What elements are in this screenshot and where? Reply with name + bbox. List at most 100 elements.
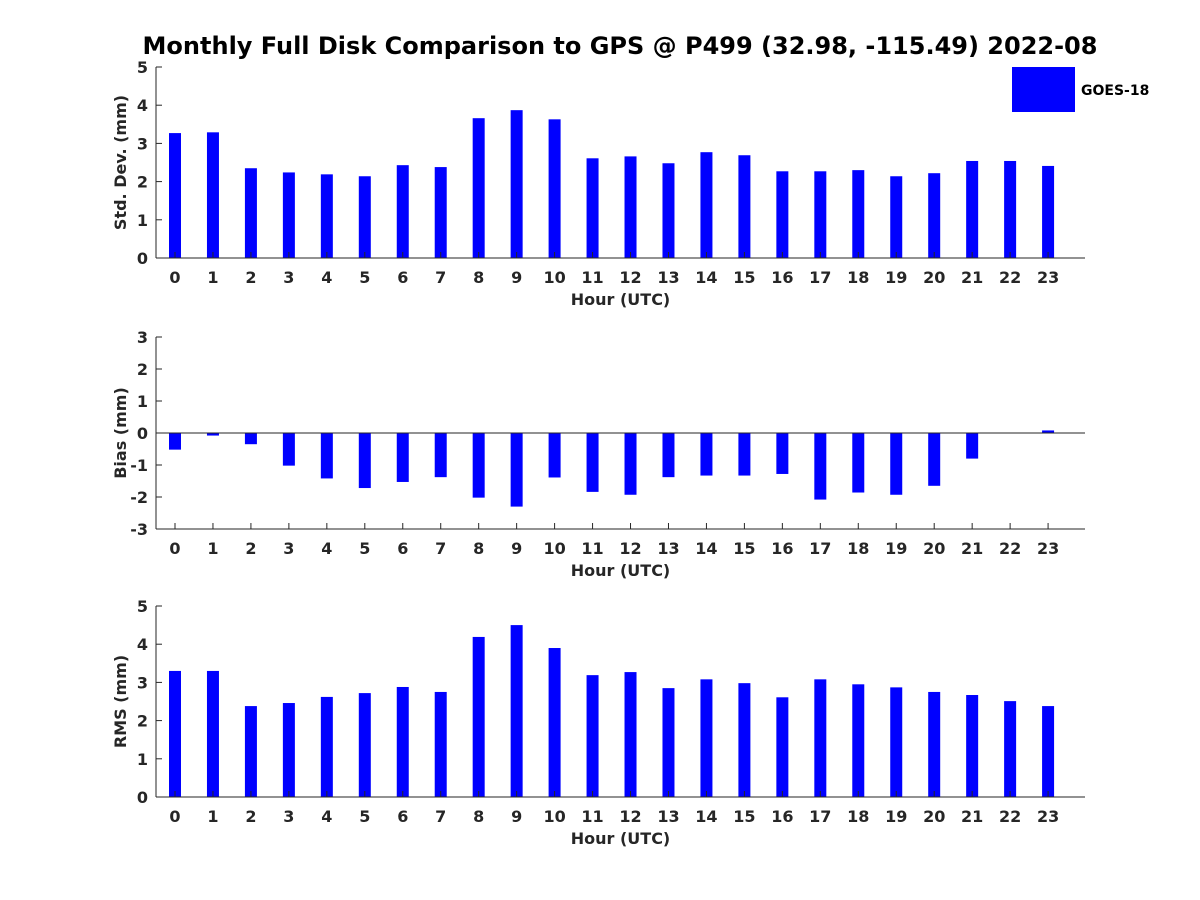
x-tick-label: 23: [1037, 268, 1059, 287]
rms-bar-1: [206, 670, 219, 797]
rms-bar-19: [890, 687, 903, 797]
std-bar-3: [282, 172, 295, 258]
x-tick-label: 19: [885, 539, 907, 558]
x-tick-label: 1: [207, 268, 218, 287]
x-tick-label: 10: [543, 268, 565, 287]
y-tick-label: 4: [137, 96, 148, 115]
bias-bar-21: [966, 433, 979, 459]
y-tick-label: 3: [137, 134, 148, 153]
rms-bar-22: [1004, 701, 1017, 797]
x-tick-label: 23: [1037, 539, 1059, 558]
x-tick-label: 9: [511, 539, 522, 558]
y-tick-label: 0: [137, 249, 148, 268]
y-tick-label: -1: [130, 456, 148, 475]
x-tick-label: 19: [885, 807, 907, 826]
bias-bar-1: [206, 433, 219, 436]
std-bar-23: [1042, 165, 1055, 258]
y-tick-label: 1: [137, 750, 148, 769]
std-bar-15: [738, 155, 751, 258]
x-tick-label: 2: [245, 268, 256, 287]
x-tick-label: 2: [245, 807, 256, 826]
x-tick-label: 15: [733, 807, 755, 826]
x-tick-label: 22: [999, 539, 1021, 558]
std-bar-7: [434, 167, 447, 258]
rms-bar-18: [852, 684, 865, 797]
x-tick-label: 8: [473, 268, 484, 287]
std-bar-17: [814, 171, 827, 258]
x-tick-label: 3: [283, 539, 294, 558]
rms-bar-10: [548, 648, 561, 797]
bias-bar-5: [358, 433, 371, 489]
x-tick-label: 14: [695, 268, 717, 287]
rms-bar-4: [320, 696, 333, 797]
legend-label: GOES-18: [1081, 83, 1149, 99]
rms-bar-8: [472, 636, 485, 797]
x-tick-label: 3: [283, 268, 294, 287]
x-tick-label: 21: [961, 268, 983, 287]
y-tick-label: 2: [137, 173, 148, 192]
y-tick-label: 3: [137, 673, 148, 692]
rms-bar-9: [510, 625, 523, 797]
rms-bar-12: [624, 672, 637, 797]
rms-bar-16: [776, 697, 789, 797]
bias-bar-12: [624, 433, 637, 495]
x-tick-label: 11: [581, 539, 603, 558]
x-tick-label: 4: [321, 807, 332, 826]
bias-bar-8: [472, 433, 485, 498]
bias-bar-9: [510, 433, 523, 507]
x-tick-label: 18: [847, 539, 869, 558]
std-bar-0: [169, 133, 181, 258]
rms-bar-11: [586, 675, 599, 797]
bias-bar-4: [320, 433, 333, 479]
x-tick-label: 12: [619, 807, 641, 826]
bias-bar-2: [244, 433, 257, 445]
y-tick-label: 0: [137, 788, 148, 807]
x-tick-label: 7: [435, 539, 446, 558]
x-tick-label: 3: [283, 807, 294, 826]
x-axis-label: Hour (UTC): [571, 290, 671, 309]
x-tick-label: 20: [923, 807, 945, 826]
bias-bar-7: [434, 433, 447, 478]
std-bar-18: [852, 170, 865, 258]
x-tick-label: 2: [245, 539, 256, 558]
bias-bar-16: [776, 433, 789, 474]
std-bar-22: [1004, 160, 1017, 258]
x-tick-label: 16: [771, 539, 793, 558]
x-tick-label: 5: [359, 268, 370, 287]
x-tick-label: 19: [885, 268, 907, 287]
std-bar-5: [358, 176, 371, 258]
x-tick-label: 17: [809, 539, 831, 558]
x-tick-label: 7: [435, 807, 446, 826]
y-tick-label: -3: [130, 520, 148, 539]
bias-bar-11: [586, 433, 599, 492]
std-bar-2: [244, 168, 257, 258]
bias-bar-15: [738, 433, 751, 476]
bias-bar-10: [548, 433, 561, 478]
rms-bar-7: [434, 691, 447, 797]
y-tick-label: 5: [137, 58, 148, 77]
x-tick-label: 21: [961, 539, 983, 558]
bias-bar-23: [1042, 430, 1055, 433]
x-tick-label: 8: [473, 807, 484, 826]
std-bar-21: [966, 160, 979, 258]
y-tick-label: -2: [130, 488, 148, 507]
y-tick-label: 4: [137, 635, 148, 654]
x-tick-label: 13: [657, 539, 679, 558]
rms-bar-20: [928, 691, 941, 797]
x-tick-label: 0: [169, 539, 180, 558]
std-bar-13: [662, 163, 675, 258]
std-bar-10: [548, 119, 561, 258]
x-tick-label: 1: [207, 807, 218, 826]
bias-bar-20: [928, 433, 941, 486]
x-tick-label: 21: [961, 807, 983, 826]
std-bar-9: [510, 110, 523, 258]
chart-title: Monthly Full Disk Comparison to GPS @ P4…: [143, 32, 1098, 60]
std-bar-16: [776, 171, 789, 258]
rms-bar-21: [966, 695, 979, 797]
bias-bar-17: [814, 433, 827, 500]
x-tick-label: 14: [695, 539, 717, 558]
x-tick-label: 4: [321, 539, 332, 558]
x-tick-label: 17: [809, 807, 831, 826]
